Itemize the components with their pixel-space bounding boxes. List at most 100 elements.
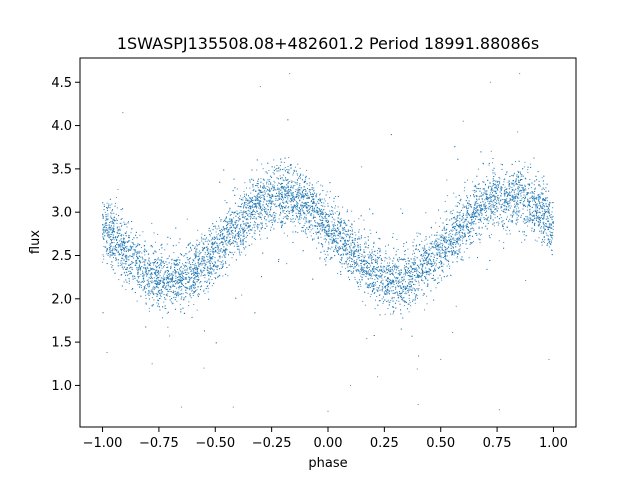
data-point xyxy=(446,275,448,277)
data-point xyxy=(535,187,537,189)
data-point xyxy=(524,195,526,197)
data-point xyxy=(110,227,112,229)
data-point xyxy=(288,171,290,173)
data-point xyxy=(506,191,508,193)
data-point xyxy=(541,177,543,179)
data-point xyxy=(186,218,188,220)
data-point xyxy=(435,222,437,224)
data-point xyxy=(287,215,289,217)
data-point xyxy=(219,234,221,236)
data-point xyxy=(428,259,430,261)
data-point xyxy=(465,218,467,220)
data-point xyxy=(522,221,524,223)
data-point xyxy=(356,260,358,262)
data-point xyxy=(508,188,510,190)
data-point xyxy=(377,275,379,277)
data-point xyxy=(116,222,118,224)
data-point xyxy=(426,263,428,265)
data-point xyxy=(328,223,330,225)
data-point xyxy=(249,229,251,231)
data-point xyxy=(269,211,271,213)
data-point xyxy=(439,266,441,268)
data-point xyxy=(416,244,418,246)
data-point xyxy=(374,288,376,290)
data-point xyxy=(287,198,289,200)
data-point xyxy=(212,258,214,260)
data-point xyxy=(196,289,198,291)
data-point xyxy=(259,202,261,204)
data-point xyxy=(226,231,228,233)
data-point xyxy=(422,274,423,276)
data-point xyxy=(188,243,190,245)
data-point xyxy=(292,199,294,201)
data-point xyxy=(116,249,118,251)
data-point xyxy=(188,293,190,295)
data-point xyxy=(415,262,417,264)
data-point xyxy=(408,289,410,291)
data-point xyxy=(398,279,400,281)
data-point xyxy=(473,241,475,243)
data-point xyxy=(198,276,200,278)
data-point xyxy=(184,287,186,289)
data-point xyxy=(490,185,492,187)
data-point xyxy=(284,185,286,187)
data-point xyxy=(552,225,554,227)
data-point xyxy=(316,203,318,205)
data-point xyxy=(514,181,516,183)
data-point xyxy=(497,221,499,223)
data-point xyxy=(178,285,180,287)
data-point xyxy=(189,293,191,295)
data-point xyxy=(180,289,182,291)
data-point xyxy=(406,272,408,274)
data-point xyxy=(420,254,422,256)
data-point xyxy=(402,289,404,291)
data-point xyxy=(539,208,541,210)
data-point xyxy=(449,233,451,235)
data-point xyxy=(251,206,253,208)
data-point xyxy=(282,179,284,181)
data-point xyxy=(263,206,265,208)
data-point xyxy=(261,218,263,220)
data-point xyxy=(411,270,413,272)
data-point xyxy=(198,293,200,295)
data-point xyxy=(456,229,458,231)
data-point xyxy=(179,269,181,271)
data-point xyxy=(295,203,297,205)
data-point xyxy=(442,269,444,271)
data-point xyxy=(248,227,250,229)
data-point xyxy=(484,193,486,195)
data-point xyxy=(108,237,110,239)
data-point xyxy=(391,286,393,288)
data-point xyxy=(109,236,111,238)
data-point xyxy=(123,221,125,223)
data-point xyxy=(146,266,148,268)
data-point xyxy=(128,234,130,236)
data-point xyxy=(311,224,313,226)
data-point xyxy=(272,214,274,216)
data-point xyxy=(504,200,506,202)
data-point xyxy=(240,210,242,212)
data-point xyxy=(219,231,221,233)
data-point xyxy=(530,187,532,189)
data-point xyxy=(184,254,186,256)
data-point xyxy=(459,234,461,236)
data-point xyxy=(330,230,332,232)
data-point xyxy=(302,193,304,195)
data-point xyxy=(441,236,443,238)
data-point xyxy=(374,266,376,268)
data-point xyxy=(318,209,320,211)
data-point xyxy=(482,200,484,202)
data-point xyxy=(552,201,554,203)
data-point xyxy=(539,197,541,199)
data-point xyxy=(338,232,340,234)
data-point xyxy=(384,260,386,262)
data-point xyxy=(534,218,535,220)
data-point xyxy=(293,221,295,223)
data-point xyxy=(478,218,480,220)
data-point xyxy=(324,216,326,218)
data-point xyxy=(345,253,347,255)
data-point xyxy=(274,211,276,213)
data-point xyxy=(164,249,166,251)
data-point xyxy=(203,289,205,291)
data-point xyxy=(359,238,361,240)
